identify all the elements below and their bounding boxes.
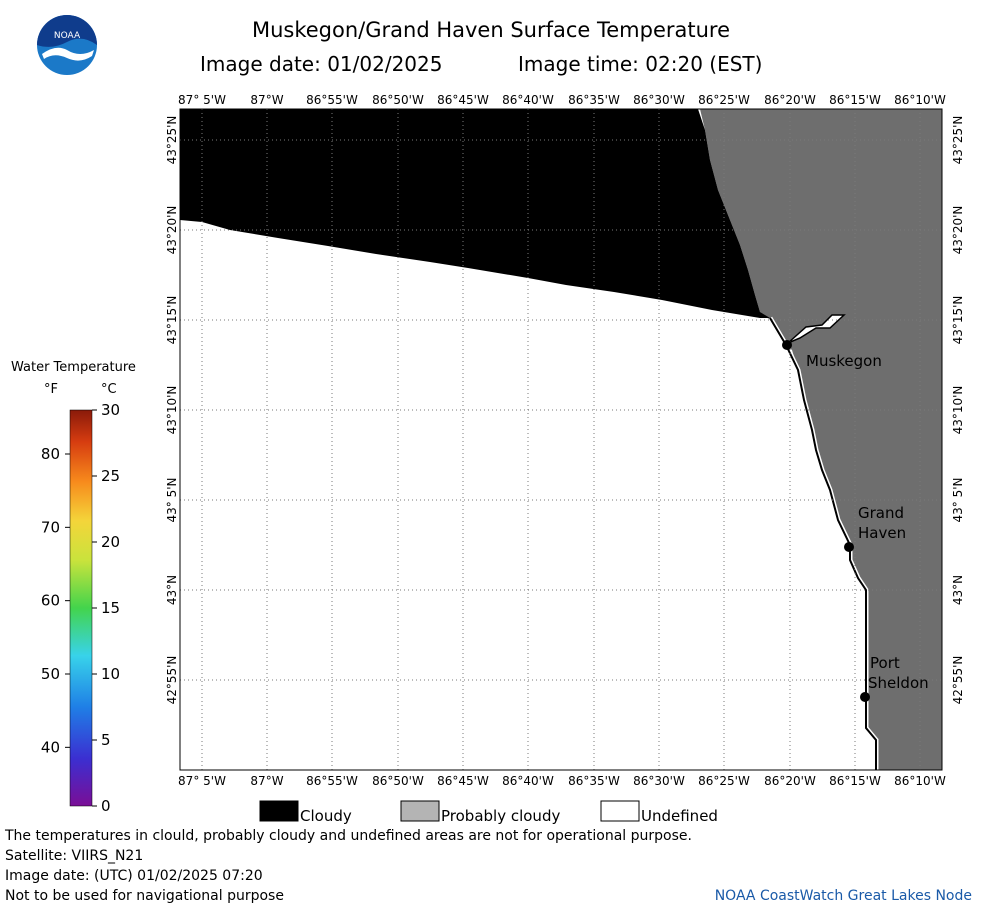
undefined-swatch	[600, 800, 640, 822]
fahrenheit-tick-label: 80	[41, 445, 60, 463]
longitude-labels-bottom: 87° 5'W 87°W 86°55'W 86°50'W 86°45'W 86°40'W 8…	[178, 774, 946, 788]
grand-haven-marker	[844, 542, 854, 552]
longitude-tick-label: 86°40'W	[502, 774, 554, 788]
latitude-tick-label: 42°55'N	[951, 656, 965, 705]
cloudy-label: Cloudy	[300, 807, 352, 825]
longitude-tick-label: 86°15'W	[829, 774, 881, 788]
latitude-tick-label: 43°N	[951, 575, 965, 605]
longitude-tick-label: 86°35'W	[568, 774, 620, 788]
celsius-ticks: 30 25 20 15 10 5 0	[92, 401, 120, 815]
land-area	[700, 109, 942, 770]
celsius-tick-label: 15	[101, 599, 120, 617]
latitude-tick-label: 43°10'N	[165, 386, 179, 435]
undefined-label: Undefined	[641, 807, 718, 825]
unit-celsius: °C	[101, 382, 117, 397]
celsius-tick-label: 30	[101, 401, 120, 419]
longitude-labels-top: 87° 5'W 87°W 86°55'W 86°50'W 86°45'W 86°40'W 8…	[178, 93, 946, 107]
celsius-tick-label: 5	[101, 731, 111, 749]
latitude-tick-label: 43°15'N	[165, 296, 179, 345]
latitude-tick-label: 43°20'N	[165, 206, 179, 255]
longitude-tick-label: 86°30'W	[633, 93, 685, 107]
image-time: Image time: 02:20 (EST)	[518, 52, 763, 76]
credit-link[interactable]: NOAA CoastWatch Great Lakes Node	[714, 888, 972, 904]
port-sheldon-label-1: Port	[870, 654, 900, 672]
longitude-tick-label: 87° 5'W	[178, 93, 226, 107]
longitude-tick-label: 86°35'W	[568, 93, 620, 107]
image-date: Image date: 01/02/2025	[200, 52, 443, 76]
shoreline-edge	[769, 317, 877, 770]
longitude-tick-label: 86°20'W	[764, 774, 816, 788]
latitude-tick-label: 43°25'N	[951, 116, 965, 165]
latitude-tick-label: 43° 5'N	[951, 478, 965, 523]
longitude-tick-label: 86°15'W	[829, 93, 881, 107]
latitude-tick-label: 43° 5'N	[165, 478, 179, 523]
disclaimer-note: The temperatures in clould, probably clo…	[5, 828, 692, 844]
temperature-colorbar	[69, 409, 93, 807]
legend-title: Water Temperature	[11, 360, 136, 375]
longitude-tick-label: 86°45'W	[437, 93, 489, 107]
map-title: Muskegon/Grand Haven Surface Temperature	[251, 18, 731, 42]
cloudy-swatch	[259, 800, 299, 822]
latitude-tick-label: 42°55'N	[165, 656, 179, 705]
logo-text: NOAA	[54, 31, 81, 41]
longitude-tick-label: 87° 5'W	[178, 774, 226, 788]
latitude-tick-label: 43°10'N	[951, 386, 965, 435]
latitude-labels-left: 43°25'N 43°20'N 43°15'N 43°10'N 43° 5'N 43°N 4…	[165, 116, 179, 705]
longitude-tick-label: 86°55'W	[306, 774, 358, 788]
probably-cloudy-swatch	[400, 800, 440, 822]
latitude-tick-label: 43°15'N	[951, 296, 965, 345]
longitude-tick-label: 87°W	[250, 93, 283, 107]
longitude-tick-label: 86°50'W	[372, 774, 424, 788]
map-frame	[179, 108, 943, 771]
fahrenheit-tick-label: 40	[41, 738, 60, 756]
graticule	[180, 109, 942, 770]
port-sheldon-label-2: Sheldon	[868, 674, 929, 692]
longitude-tick-label: 86°25'W	[698, 93, 750, 107]
fahrenheit-tick-label: 60	[41, 592, 60, 610]
navigation-disclaimer: Not to be used for navigational purpose	[5, 888, 284, 904]
port-sheldon-marker	[860, 692, 870, 702]
longitude-tick-label: 86°20'W	[764, 93, 816, 107]
longitude-tick-label: 86°50'W	[372, 93, 424, 107]
unit-fahrenheit: °F	[44, 382, 58, 397]
celsius-tick-label: 10	[101, 665, 120, 683]
celsius-tick-label: 20	[101, 533, 120, 551]
latitude-labels-right: 43°25'N 43°20'N 43°15'N 43°10'N 43° 5'N 43°N 4…	[951, 116, 965, 705]
fahrenheit-tick-label: 50	[41, 665, 60, 683]
celsius-tick-label: 25	[101, 467, 120, 485]
grand-haven-label-2: Haven	[858, 524, 906, 542]
longitude-tick-label: 86°40'W	[502, 93, 554, 107]
satellite-info: Satellite: VIIRS_N21	[5, 848, 144, 864]
muskegon-label: Muskegon	[806, 352, 882, 370]
muskegon-lake	[787, 314, 846, 344]
celsius-tick-label: 0	[101, 797, 111, 815]
longitude-tick-label: 86°45'W	[437, 774, 489, 788]
latitude-tick-label: 43°25'N	[165, 116, 179, 165]
fahrenheit-tick-label: 70	[41, 518, 60, 536]
longitude-tick-label: 86°10'W	[894, 93, 946, 107]
cloudy-area	[180, 109, 770, 318]
utc-date: Image date: (UTC) 01/02/2025 07:20	[5, 868, 263, 884]
noaa-logo-icon: NOAA	[37, 15, 97, 75]
latitude-tick-label: 43°20'N	[951, 206, 965, 255]
grand-haven-label-1: Grand	[858, 504, 904, 522]
longitude-tick-label: 87°W	[250, 774, 283, 788]
longitude-tick-label: 86°30'W	[633, 774, 685, 788]
longitude-tick-label: 86°55'W	[306, 93, 358, 107]
longitude-tick-label: 86°10'W	[894, 774, 946, 788]
longitude-tick-label: 86°25'W	[698, 774, 750, 788]
muskegon-marker	[782, 340, 792, 350]
fahrenheit-ticks: 80 70 60 50 40	[41, 445, 70, 756]
latitude-tick-label: 43°N	[165, 575, 179, 605]
probably-cloudy-label: Probably cloudy	[441, 807, 560, 825]
